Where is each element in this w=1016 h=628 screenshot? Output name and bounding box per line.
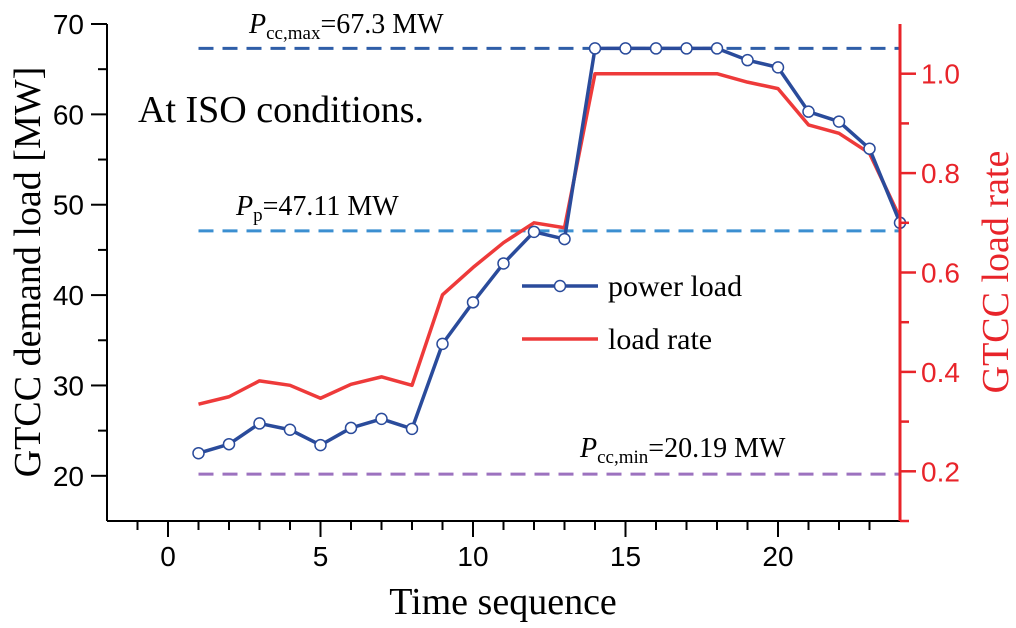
reference-label-p_p: Pp=47.11 MW bbox=[235, 191, 399, 226]
power-load-point bbox=[832, 115, 846, 128]
y-right-tick-label: 1.0 bbox=[921, 59, 960, 90]
power-load-point bbox=[222, 437, 236, 451]
legend-label-power-load: power load bbox=[608, 270, 742, 303]
y-left-tick-label: 70 bbox=[53, 9, 84, 40]
reference-lines bbox=[198, 46, 900, 476]
x-tick-label: 0 bbox=[160, 541, 176, 572]
axes bbox=[91, 23, 916, 537]
power-load-point bbox=[649, 42, 663, 55]
labels: Pcc,max=67.3 MW Pp=47.11 MW Pcc,min=20.19 … bbox=[7, 9, 1016, 623]
power-load-point bbox=[558, 232, 571, 246]
x-tick-label: 15 bbox=[610, 541, 641, 572]
power-load-point bbox=[466, 296, 480, 309]
x-axis-label: Time sequence bbox=[389, 581, 617, 623]
power-load-point bbox=[527, 225, 541, 239]
y-right-axis-label: GTCC load rate bbox=[975, 151, 1016, 394]
power-load-point bbox=[253, 417, 266, 430]
power-load-point bbox=[375, 412, 388, 426]
power-load-point bbox=[344, 421, 358, 435]
reference-label-pcc_min: Pcc,min=20.19 MW bbox=[579, 433, 786, 468]
power-load-point bbox=[314, 438, 327, 452]
x-tick-label: 5 bbox=[313, 541, 329, 572]
power-load-point bbox=[680, 42, 693, 55]
power-load-point bbox=[619, 42, 632, 55]
power-load-point bbox=[497, 257, 510, 270]
power-load-point bbox=[863, 142, 876, 155]
power-load-point bbox=[436, 337, 449, 351]
power-load-point bbox=[710, 42, 724, 55]
power-load-point bbox=[741, 53, 754, 67]
legend-marker-power-load bbox=[553, 279, 567, 293]
reference-label-pcc_max: Pcc,max=67.3 MW bbox=[248, 9, 444, 44]
y-left-tick-label: 20 bbox=[53, 461, 84, 492]
legend-label-load-rate: load rate bbox=[608, 323, 712, 356]
annotation-iso-conditions: At ISO conditions. bbox=[138, 89, 424, 131]
y-left-axis-label: GTCC demand load [MW] bbox=[7, 67, 49, 478]
power-load-point bbox=[802, 105, 815, 118]
y-left-tick-label: 60 bbox=[53, 99, 84, 130]
power-load-point bbox=[771, 61, 785, 74]
y-right-tick-label: 0.4 bbox=[921, 357, 960, 388]
y-left-tick-label: 30 bbox=[53, 370, 84, 401]
power-load-point bbox=[192, 446, 205, 460]
power-load-point bbox=[405, 422, 419, 436]
series-line-load-rate bbox=[198, 71, 902, 406]
legend: power load load rate bbox=[522, 270, 742, 356]
y-left-tick-label: 50 bbox=[53, 190, 84, 221]
power-load-point bbox=[283, 423, 297, 436]
power-load-point bbox=[588, 42, 602, 55]
y-right-tick-label: 0.6 bbox=[921, 258, 960, 289]
y-right-tick-label: 0.2 bbox=[921, 456, 960, 487]
y-left-tick-label: 40 bbox=[53, 280, 84, 311]
x-tick-label: 10 bbox=[457, 541, 488, 572]
x-tick-label: 20 bbox=[762, 541, 793, 572]
y-right-tick-label: 0.8 bbox=[921, 158, 960, 189]
series-layer bbox=[192, 42, 907, 460]
